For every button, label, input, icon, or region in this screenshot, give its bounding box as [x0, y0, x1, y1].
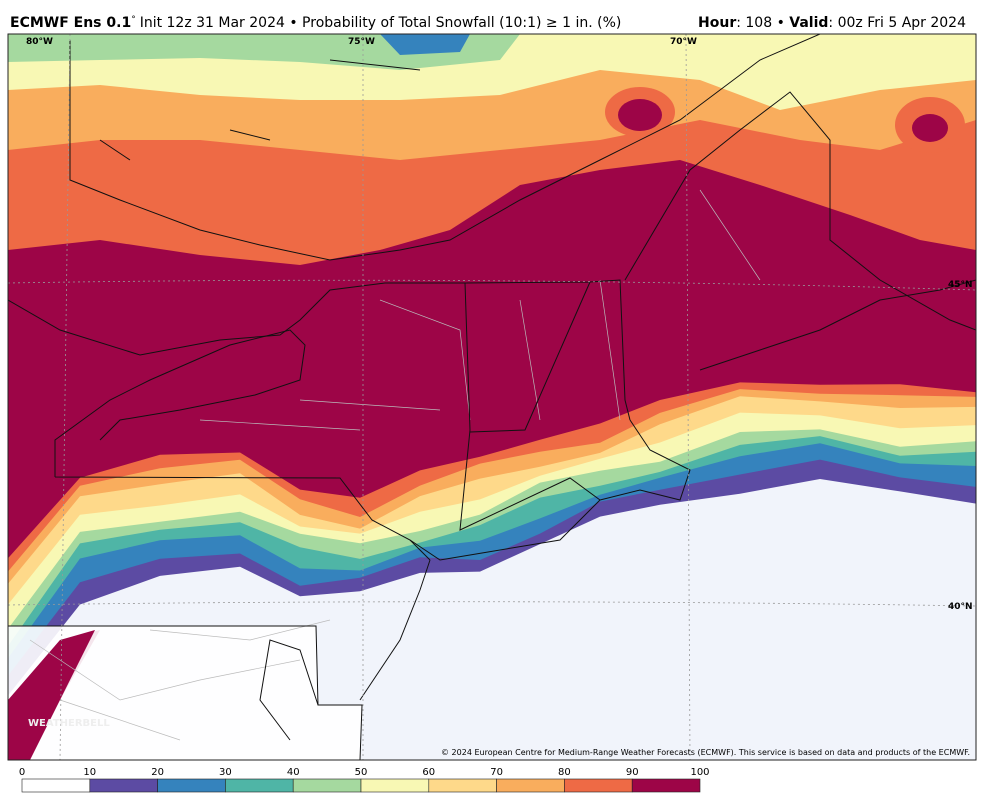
- colorbar-segment: [360, 778, 430, 793]
- boundaries: [8, 34, 976, 760]
- valid-label: Valid: [789, 15, 828, 31]
- hour: : 108 •: [736, 15, 789, 31]
- colorbar-segment: [428, 778, 497, 793]
- colorbar-tick-label: 80: [558, 767, 571, 778]
- colorbar-segment: [89, 778, 158, 793]
- probability-band: [8, 160, 976, 559]
- hour-label: Hour: [698, 15, 736, 31]
- valid-time: Hour: 108 • Valid: 00z Fri 5 Apr 2024: [698, 15, 966, 31]
- colorbar-tick-label: 60: [422, 767, 435, 778]
- colorbar-tick-label: 100: [690, 767, 709, 778]
- colorbar-tick-label: 70: [490, 767, 503, 778]
- colorbar-tick-label: 30: [219, 767, 232, 778]
- probability-field: [8, 34, 976, 760]
- lon-label: 70°W: [670, 37, 697, 47]
- copyright: © 2024 European Centre for Medium-Range …: [441, 748, 970, 757]
- colorbar-segment: [564, 778, 633, 793]
- title: ECMWF Ens 0.1° Init 12z 31 Mar 2024 • Pro…: [10, 15, 621, 31]
- model: ECMWF Ens 0.1: [10, 15, 131, 31]
- colorbar-tick-label: 0: [19, 767, 25, 778]
- colorbar-tick-label: 50: [355, 767, 368, 778]
- probability-band: [8, 626, 362, 760]
- init: Init 12z 31 Mar 2024 • Probability of To…: [140, 15, 622, 31]
- colorbar-segment: [157, 778, 226, 793]
- colorbar-segment: [225, 778, 294, 793]
- degree: °: [131, 15, 136, 25]
- colorbar-segment: [631, 778, 701, 793]
- logo: WEATHERBELL: [28, 718, 110, 729]
- colorbar-tick-label: 40: [287, 767, 300, 778]
- colorbar-segment: [21, 778, 91, 793]
- colorbar-segment: [292, 778, 362, 793]
- lat-label: 45°N: [948, 280, 973, 290]
- probability-band: [8, 630, 95, 760]
- probability-blob: [912, 114, 948, 142]
- probability-band: [380, 34, 470, 55]
- valid: : 00z Fri 5 Apr 2024: [828, 15, 966, 31]
- probability-blob: [618, 99, 662, 131]
- map-frame: [7, 33, 977, 761]
- lat-label: 40°N: [948, 602, 973, 612]
- colorbar-tick-label: 90: [626, 767, 639, 778]
- lon-label: 75°W: [348, 37, 375, 47]
- colorbar: 0 10 20 30 40 50 60 70 80 90 100: [19, 767, 710, 793]
- lon-label: 80°W: [26, 37, 53, 47]
- colorbar-tick-label: 10: [83, 767, 96, 778]
- colorbar-tick-label: 20: [151, 767, 164, 778]
- colorbar-segment: [496, 778, 565, 793]
- map: [8, 34, 976, 760]
